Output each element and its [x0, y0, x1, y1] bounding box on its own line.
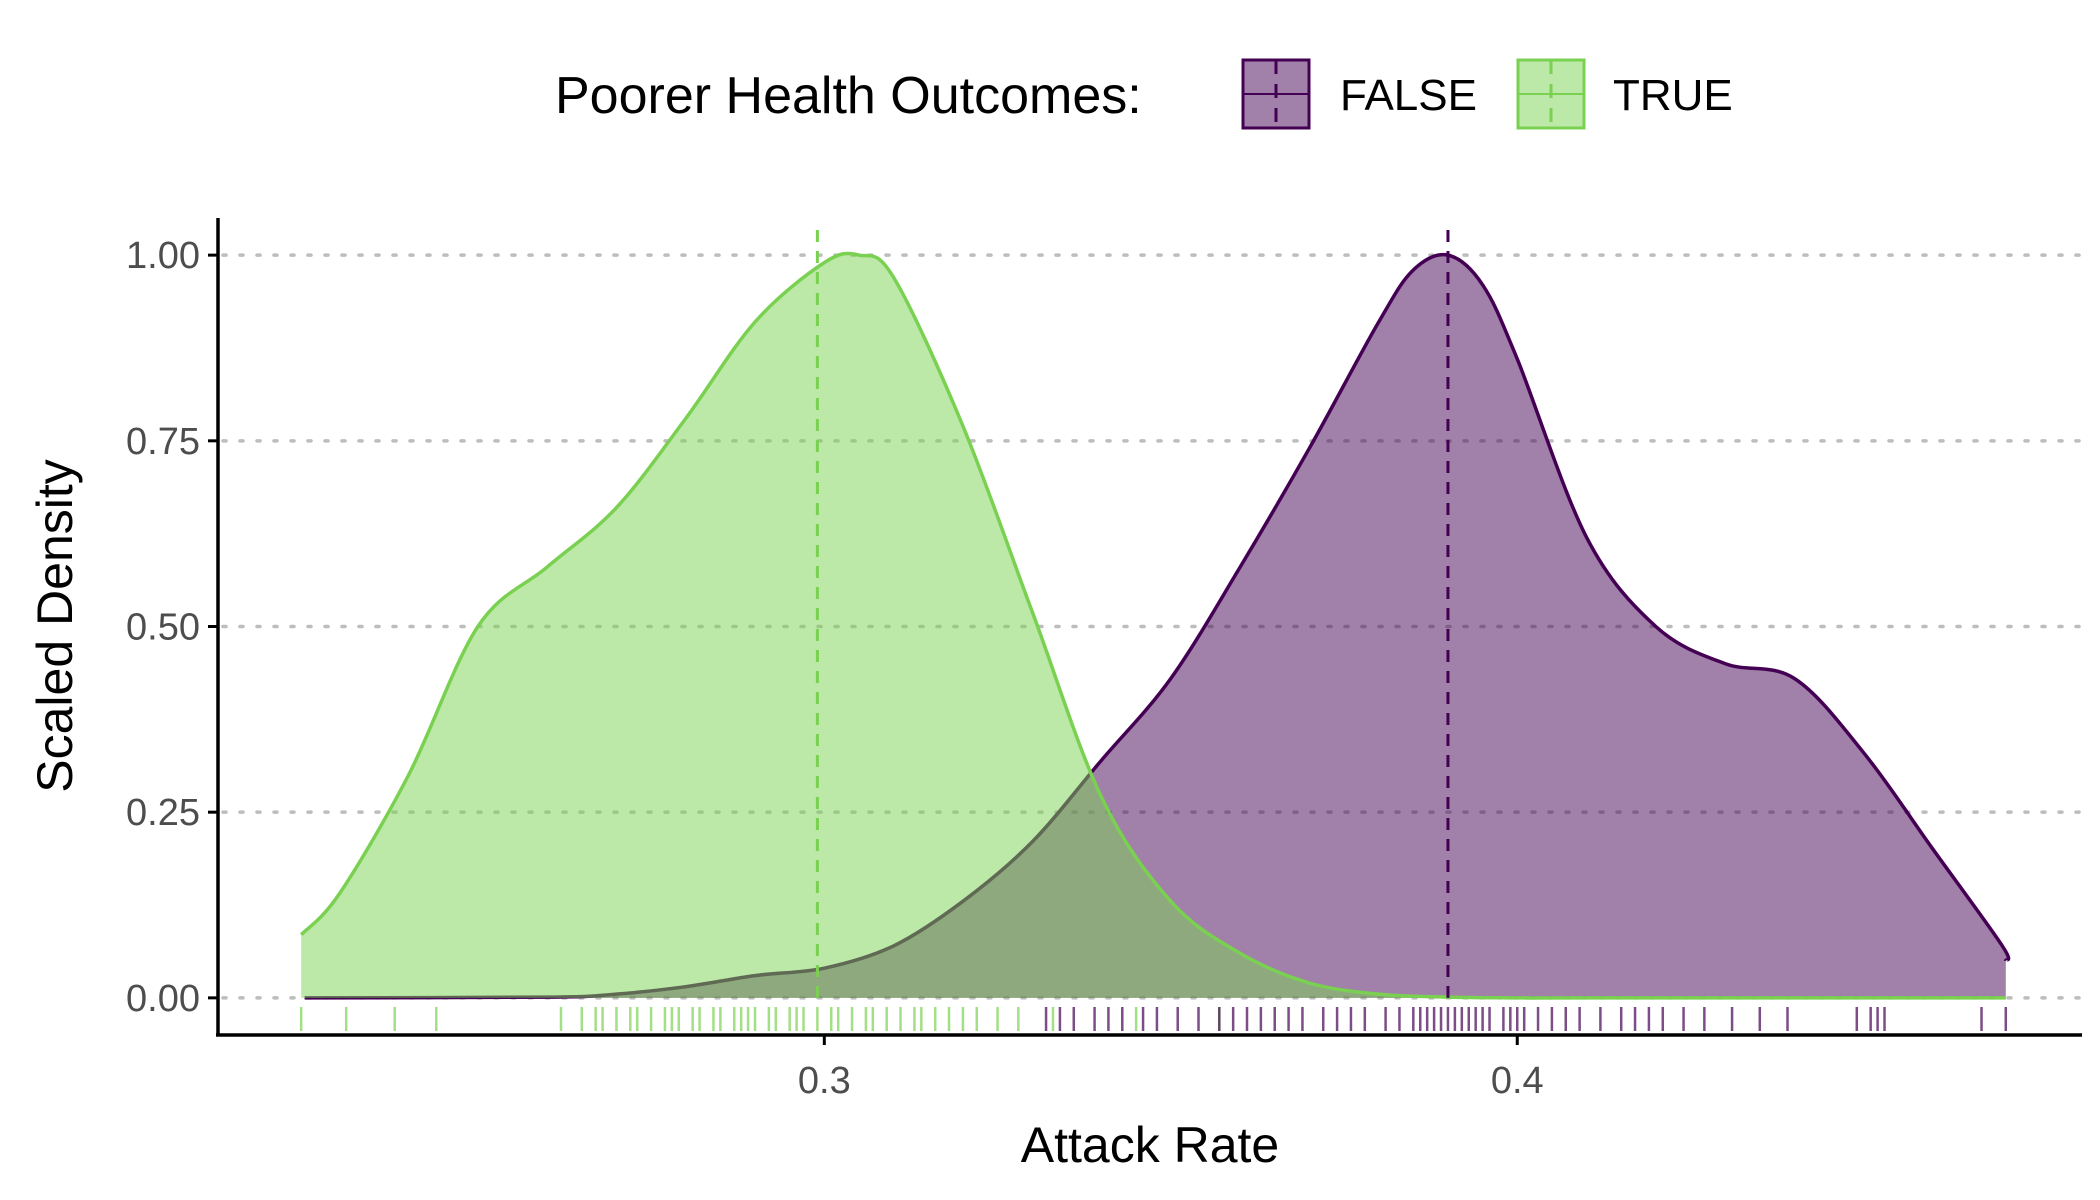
legend-label-true: TRUE — [1613, 71, 1733, 120]
x-axis-title: Attack Rate — [1021, 1117, 1279, 1173]
tick-labels: 0.00 0.25 0.50 0.75 1.00 0.3 0.4 — [126, 235, 1544, 1102]
y-tick-label-3: 0.75 — [126, 421, 200, 463]
y-tick-label-2: 0.50 — [126, 607, 200, 649]
legend-title: Poorer Health Outcomes: — [555, 67, 1142, 125]
density-area-true — [301, 253, 2006, 998]
y-tick-label-4: 1.00 — [126, 235, 200, 277]
legend-key-true — [1516, 58, 1586, 130]
legend-key-false — [1241, 58, 1311, 130]
rug-marks — [299, 1007, 2008, 1031]
density-line-true — [299, 251, 2006, 1000]
y-tick-label-0: 0.00 — [126, 978, 200, 1020]
y-tick-label-1: 0.25 — [126, 792, 200, 834]
x-tick-label-0: 0.3 — [798, 1060, 851, 1102]
legend-label-false: FALSE — [1340, 71, 1477, 120]
x-tick-label-1: 0.4 — [1491, 1060, 1544, 1102]
y-axis-title: Scaled Density — [27, 459, 83, 793]
legend: Poorer Health Outcomes: FALSE TRUE — [555, 58, 1733, 130]
density-areas — [299, 251, 2011, 1000]
median-lines — [815, 230, 1450, 998]
density-area-false — [304, 254, 2009, 998]
